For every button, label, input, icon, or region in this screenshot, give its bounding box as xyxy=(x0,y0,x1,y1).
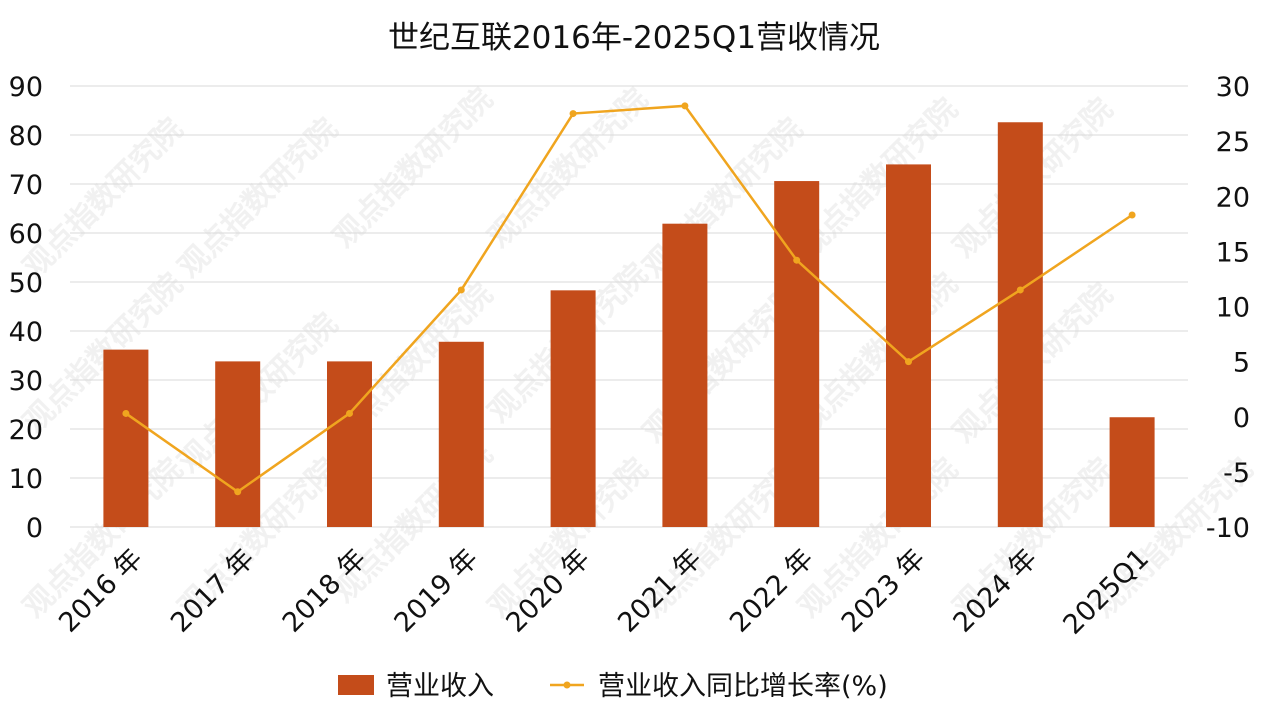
bar-revenue-5 xyxy=(662,223,708,527)
legend: 营业收入 营业收入同比增长率(%) xyxy=(338,671,888,702)
right-tick-label: 30 xyxy=(1216,72,1250,103)
bar-revenue-9 xyxy=(1109,417,1155,527)
left-tick-label: 40 xyxy=(9,317,43,348)
watermark-layer: 观点指数研究院观点指数研究院观点指数研究院观点指数研究院观点指数研究院观点指数研… xyxy=(17,82,1260,625)
watermark-text: 观点指数研究院 xyxy=(327,82,500,255)
legend-label-growth: 营业收入同比增长率(%) xyxy=(598,671,888,702)
chart-title: 世纪互联2016年-2025Q1营收情况 xyxy=(388,20,880,56)
right-tick-label: 15 xyxy=(1216,237,1250,268)
bar-revenue-7 xyxy=(886,164,931,527)
left-tick-label: 50 xyxy=(9,268,43,299)
right-tick-label: 10 xyxy=(1216,293,1250,324)
right-tick-label: -5 xyxy=(1223,458,1250,489)
left-tick-label: 90 xyxy=(9,72,43,103)
bar-revenue-3 xyxy=(438,341,484,527)
bar-revenue-6 xyxy=(774,181,820,527)
growth-point-3 xyxy=(457,286,465,294)
right-tick-label: 0 xyxy=(1233,403,1250,434)
bar-revenue-0 xyxy=(103,349,149,527)
legend-swatch-growth-marker xyxy=(563,681,571,689)
right-tick-label: -10 xyxy=(1206,513,1250,544)
x-tick-label: 2017 年 xyxy=(165,543,261,639)
right-tick-label: 5 xyxy=(1233,348,1250,379)
left-tick-label: 30 xyxy=(9,366,43,397)
legend-swatch-revenue xyxy=(338,675,374,695)
left-tick-label: 10 xyxy=(9,464,43,495)
bar-revenue-1 xyxy=(215,361,261,527)
line-series xyxy=(122,102,1136,496)
growth-point-2 xyxy=(346,409,353,417)
left-axis-ticks: 0 10 20 30 40 50 60 70 80 90 xyxy=(9,72,43,544)
left-tick-label: 20 xyxy=(9,415,43,446)
bar-revenue-2 xyxy=(327,361,372,527)
growth-point-9 xyxy=(1128,211,1136,219)
left-tick-label: 60 xyxy=(9,219,43,250)
right-axis-ticks: -10 -5 0 5 10 15 20 25 30 xyxy=(1206,72,1250,544)
growth-point-6 xyxy=(793,256,801,264)
growth-point-5 xyxy=(681,102,689,110)
growth-point-0 xyxy=(122,409,130,417)
legend-label-revenue: 营业收入 xyxy=(386,671,494,702)
growth-point-8 xyxy=(1016,286,1024,294)
left-tick-label: 0 xyxy=(26,513,43,544)
bar-revenue-8 xyxy=(997,122,1043,527)
right-tick-label: 25 xyxy=(1216,127,1250,158)
watermark-text: 观点指数研究院 xyxy=(482,82,655,255)
growth-point-4 xyxy=(569,110,577,118)
bar-revenue-4 xyxy=(550,290,596,527)
left-tick-label: 70 xyxy=(9,170,43,201)
watermark-text: 观点指数研究院 xyxy=(172,112,345,285)
growth-point-7 xyxy=(905,358,912,366)
left-tick-label: 80 xyxy=(9,121,43,152)
growth-point-1 xyxy=(234,488,242,496)
right-tick-label: 20 xyxy=(1216,182,1250,213)
growth-line-path xyxy=(125,104,1133,494)
